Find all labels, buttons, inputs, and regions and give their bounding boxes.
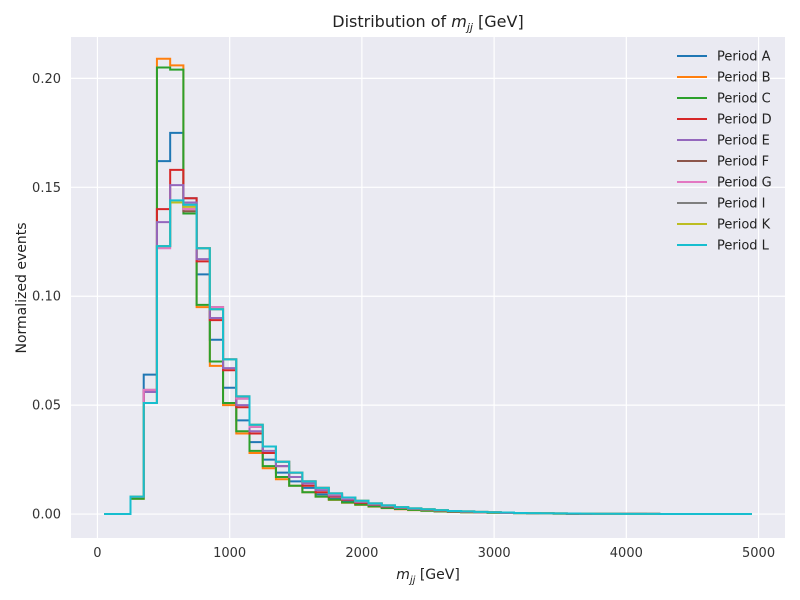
legend-label: Period E (717, 134, 770, 149)
legend-label: Period F (717, 155, 769, 170)
y-tick-label: 0.00 (32, 508, 61, 523)
x-tick-label: 0 (93, 546, 101, 561)
y-tick-label: 0.05 (32, 399, 61, 414)
y-tick-label: 0.20 (32, 72, 61, 87)
legend-label: Period A (717, 50, 771, 65)
chart-title: Distribution of mjj [GeV] (332, 12, 523, 34)
tick-labels: 0 1000 2000 3000 4000 5000 0.00 0.05 0.10 0.15 0.2… (32, 72, 775, 561)
y-axis-label: Normalized events (14, 222, 30, 353)
legend-label: Period D (717, 113, 772, 128)
legend-label: Period G (717, 176, 772, 191)
legend-label: Period C (717, 92, 771, 107)
legend-label: Period L (717, 239, 770, 254)
grid-lines (71, 37, 785, 538)
series-line (104, 199, 752, 516)
y-tick-label: 0.10 (32, 290, 61, 305)
plot-area (71, 37, 785, 538)
legend-label: Period I (717, 197, 766, 212)
legend-label: Period K (717, 218, 771, 233)
legend: Period A Period B Period C Period D Period E… (677, 50, 772, 254)
x-tick-label: 5000 (742, 546, 775, 561)
x-axis-label: mjj [GeV] (396, 567, 460, 586)
legend-label: Period B (717, 71, 771, 86)
x-tick-label: 1000 (213, 546, 246, 561)
histogram-series (104, 57, 752, 516)
x-tick-label: 3000 (478, 546, 511, 561)
y-tick-label: 0.15 (32, 181, 61, 196)
x-tick-label: 2000 (345, 546, 378, 561)
x-tick-label: 4000 (610, 546, 643, 561)
